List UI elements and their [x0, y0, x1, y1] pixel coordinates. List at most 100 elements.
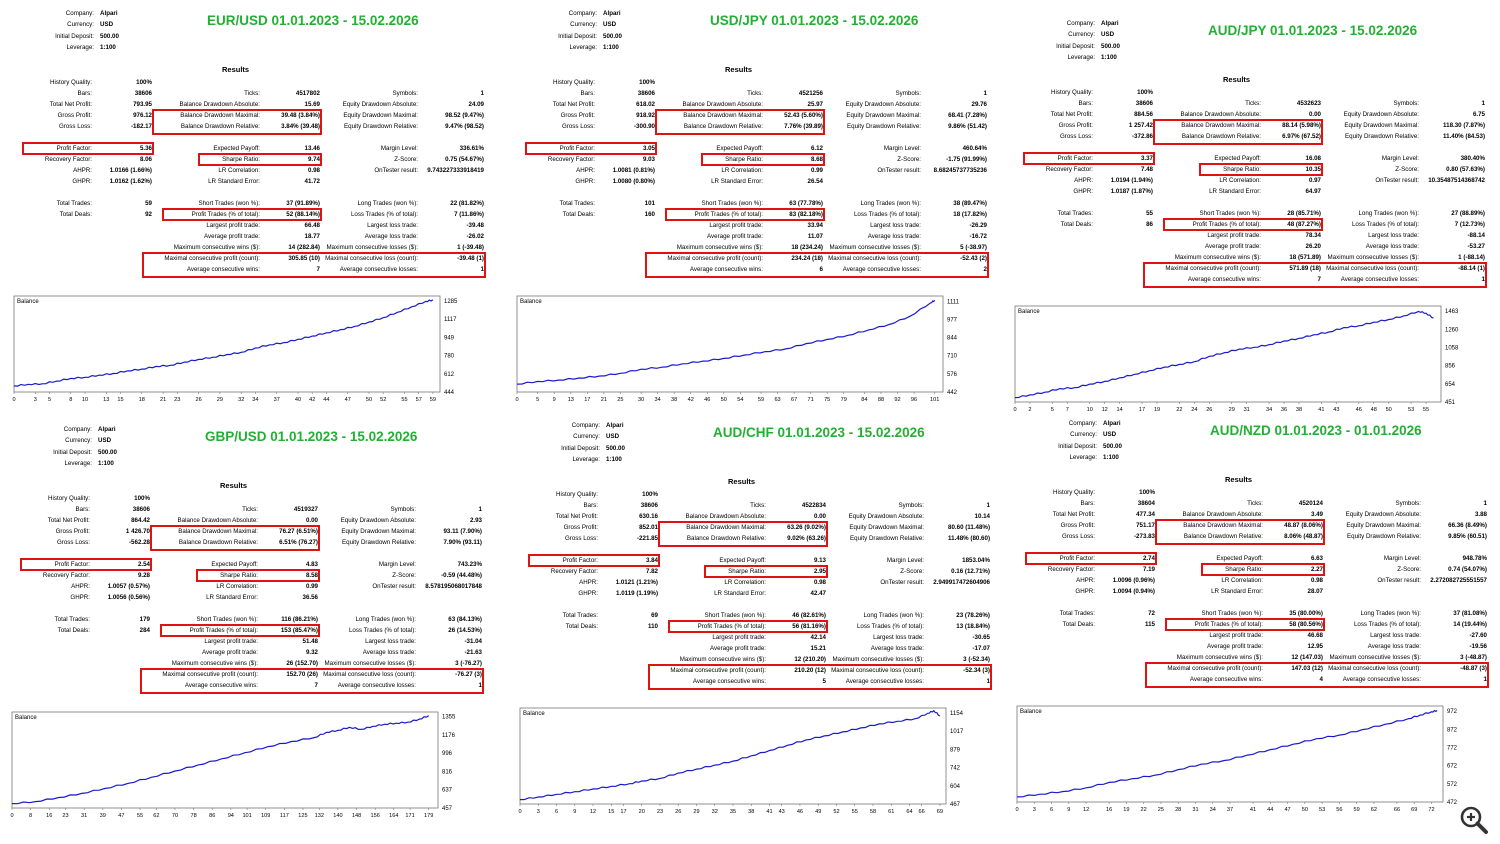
stats-row: Largest profit trade: 51.48 Largest loss t… [0, 637, 486, 648]
stat-label-equity-dd-rel: Equity Drawdown Relative: [850, 535, 924, 543]
x-tick-label: 54 [737, 397, 743, 403]
header-row-leverage: Leverage: 1:100 [533, 43, 622, 55]
stat-label-recovery-factor: Recovery Factor: [1045, 166, 1093, 174]
stat-value-bars: 38604 [1137, 500, 1155, 508]
x-tick-label: 12 [1083, 807, 1089, 813]
stat-value-bars: 38606 [134, 90, 152, 98]
stat-value-loss-trades: 7 (12.73%) [1454, 221, 1485, 229]
stats-row: Bars: 38606 Ticks: 4521256 Symbols: 1 [505, 89, 991, 100]
stat-label-average-loss: Average loss trade: [867, 233, 921, 241]
stat-value-short-trades: 35 (80.00%) [1289, 610, 1323, 618]
stat-value-avg-consec-losses: 1 [986, 678, 990, 686]
stat-label-max-consec-wins: Maximum consecutive wins ($): [1174, 254, 1261, 262]
zoom-in-icon[interactable] [1458, 804, 1490, 836]
stat-value-average-profit: 15.21 [810, 645, 826, 653]
stat-label-avg-consec-losses: Average consecutive losses: [339, 266, 418, 274]
stats-row: Maximum consecutive wins ($): 18 (571.89)… [1003, 253, 1489, 264]
stat-value-balance-dd-rel: 8.06% (48.87) [1284, 533, 1323, 541]
report-header: Company: Alpari Currency: USD Initial Deposi… [1033, 418, 1122, 464]
stat-label-max-consec-losses: Maximum consecutive losses ($): [326, 244, 418, 252]
stats-row: History Quality: 100% [508, 490, 994, 501]
stats-row: Profit Factor: 2.54 Expected Payoff: 4.83 Ma… [0, 560, 486, 571]
stats-row: Gross Profit: 1 257.42 Balance Drawdown Ma… [1003, 121, 1489, 132]
stat-value-balance-dd-max: 48.87 (8.06%) [1284, 522, 1323, 530]
stat-value-symbols: 1 [1481, 100, 1485, 108]
stat-value-margin-level: 460.64% [962, 145, 987, 153]
balance-series-line [1016, 709, 1438, 798]
stat-value-profit-factor: 3.84 [645, 557, 658, 565]
stat-label-gross-profit: Gross Profit: [560, 112, 595, 120]
stat-label-lr-correlation: LR Correlation: [724, 579, 766, 587]
stat-label-ghpr: GHPR: [578, 590, 598, 598]
header-row-currency: Currency: USD [30, 20, 119, 32]
stat-label-recovery-factor: Recovery Factor: [550, 568, 598, 576]
y-tick-label: 637 [442, 788, 453, 794]
x-tick-label: 9 [573, 809, 576, 815]
stat-value-gross-profit: 852.01 [639, 524, 658, 532]
x-tick-label: 23 [174, 397, 180, 403]
stat-label-avg-consec-wins: Average consecutive wins: [184, 682, 258, 690]
stat-value-ticks: 4521256 [798, 90, 823, 98]
stat-label-equity-dd-abs: Equity Drawdown Absolute: [1343, 111, 1419, 119]
stats-row: Profit Factor: 3.05 Expected Payoff: 6.12 Ma… [505, 144, 991, 155]
stat-value-balance-dd-rel: 3.84% (39.48) [281, 123, 320, 131]
stat-value-profit-trades: 153 (85.47%) [280, 627, 318, 635]
stats-row: Gross Profit: 1 426.70 Balance Drawdown Ma… [0, 527, 486, 538]
stat-label-balance-dd-rel: Balance Drawdown Relative: [686, 535, 766, 543]
stats-row: Average profit trade: 12.95 Average loss t… [1005, 642, 1491, 653]
stat-label-maximal-consec-loss: Maximal consecutive loss (count): [323, 671, 416, 679]
stat-label-sharpe-ratio: Sharpe Ratio: [220, 572, 258, 580]
x-tick-label: 38 [748, 809, 754, 815]
stat-label-max-consec-wins: Maximum consecutive wins ($): [1176, 654, 1263, 662]
x-tick-label: 8 [69, 397, 72, 403]
stat-value-gross-loss: -273.83 [1134, 533, 1155, 541]
stat-value-lr-correlation: 0.98 [1310, 577, 1323, 585]
stat-label-gross-loss: Gross Loss: [561, 123, 595, 131]
x-tick-label: 46 [1356, 407, 1362, 413]
stat-label-profit-trades: Profit Trades (% of total): [191, 211, 260, 219]
stat-label-balance-dd-max: Balance Drawdown Maximal: [686, 524, 766, 532]
x-tick-label: 39 [100, 813, 106, 819]
stat-label-ahpr: AHPR: [73, 167, 92, 175]
stat-label-largest-loss: Largest loss trade: [873, 634, 924, 642]
stat-label-short-trades: Short Trades (won %): [704, 612, 766, 620]
x-tick-label: 55 [137, 813, 143, 819]
stat-label-loss-trades: Loss Trades (% of total): [1353, 621, 1421, 629]
stat-label-equity-dd-max: Equity Drawdown Maximal: [341, 528, 416, 536]
header-label: Initial Deposit: [558, 32, 597, 40]
stat-label-ticks: Ticks: [1245, 100, 1261, 108]
stat-label-average-profit: Average profit trade: [202, 649, 258, 657]
stats-row: Maximal consecutive profit (count): 571.8… [1003, 264, 1489, 275]
stat-label-total-deals: Total Deals: [565, 623, 598, 631]
report-panel: Company: Alpari Currency: USD Initial Deposi… [1003, 14, 1489, 428]
stat-label-avg-consec-losses: Average consecutive losses: [1342, 676, 1421, 684]
stat-label-equity-dd-max: Equity Drawdown Maximal: [846, 112, 921, 120]
stat-label-equity-dd-rel: Equity Drawdown Relative: [1347, 533, 1421, 541]
x-tick-label: 57 [416, 397, 422, 403]
x-tick-label: 109 [261, 813, 270, 819]
x-tick-label: 66 [1394, 807, 1400, 813]
stat-label-margin-level: Margin Level: [1381, 155, 1419, 163]
stat-label-equity-dd-abs: Equity Drawdown Absolute: [848, 513, 924, 521]
stats-row: History Quality: 100% [0, 494, 486, 505]
x-tick-label: 0 [10, 813, 13, 819]
stat-label-lr-std-error: LR Standard Error: [206, 594, 258, 602]
stats-row: Total Net Profit: 793.95 Balance Drawdown … [2, 100, 488, 111]
stat-value-z-score: 0.16 (12.71%) [951, 568, 990, 576]
y-tick-label: 1117 [444, 317, 457, 323]
header-label: Leverage: [66, 44, 94, 52]
stat-label-symbols: Symbols: [895, 90, 921, 98]
x-tick-label: 117 [280, 813, 289, 819]
x-tick-label: 21 [601, 397, 607, 403]
stats-row: Maximum consecutive wins ($): 12 (147.03)… [1005, 653, 1491, 664]
stat-label-avg-consec-losses: Average consecutive losses: [1340, 276, 1419, 284]
stat-label-history-quality: History Quality: [48, 495, 90, 503]
stat-value-sharpe-ratio: 8.68 [810, 156, 823, 164]
stat-label-ahpr: AHPR: [579, 579, 598, 587]
stat-label-ghpr: GHPR: [575, 178, 595, 186]
stat-value-history-quality: 100% [134, 495, 150, 503]
stats-row: Maximal consecutive profit (count): 147.0… [1005, 664, 1491, 675]
stat-label-profit-factor: Profit Factor: [559, 145, 595, 153]
stat-label-balance-dd-rel: Balance Drawdown Relative: [1181, 133, 1261, 141]
x-tick-label: 32 [238, 397, 244, 403]
